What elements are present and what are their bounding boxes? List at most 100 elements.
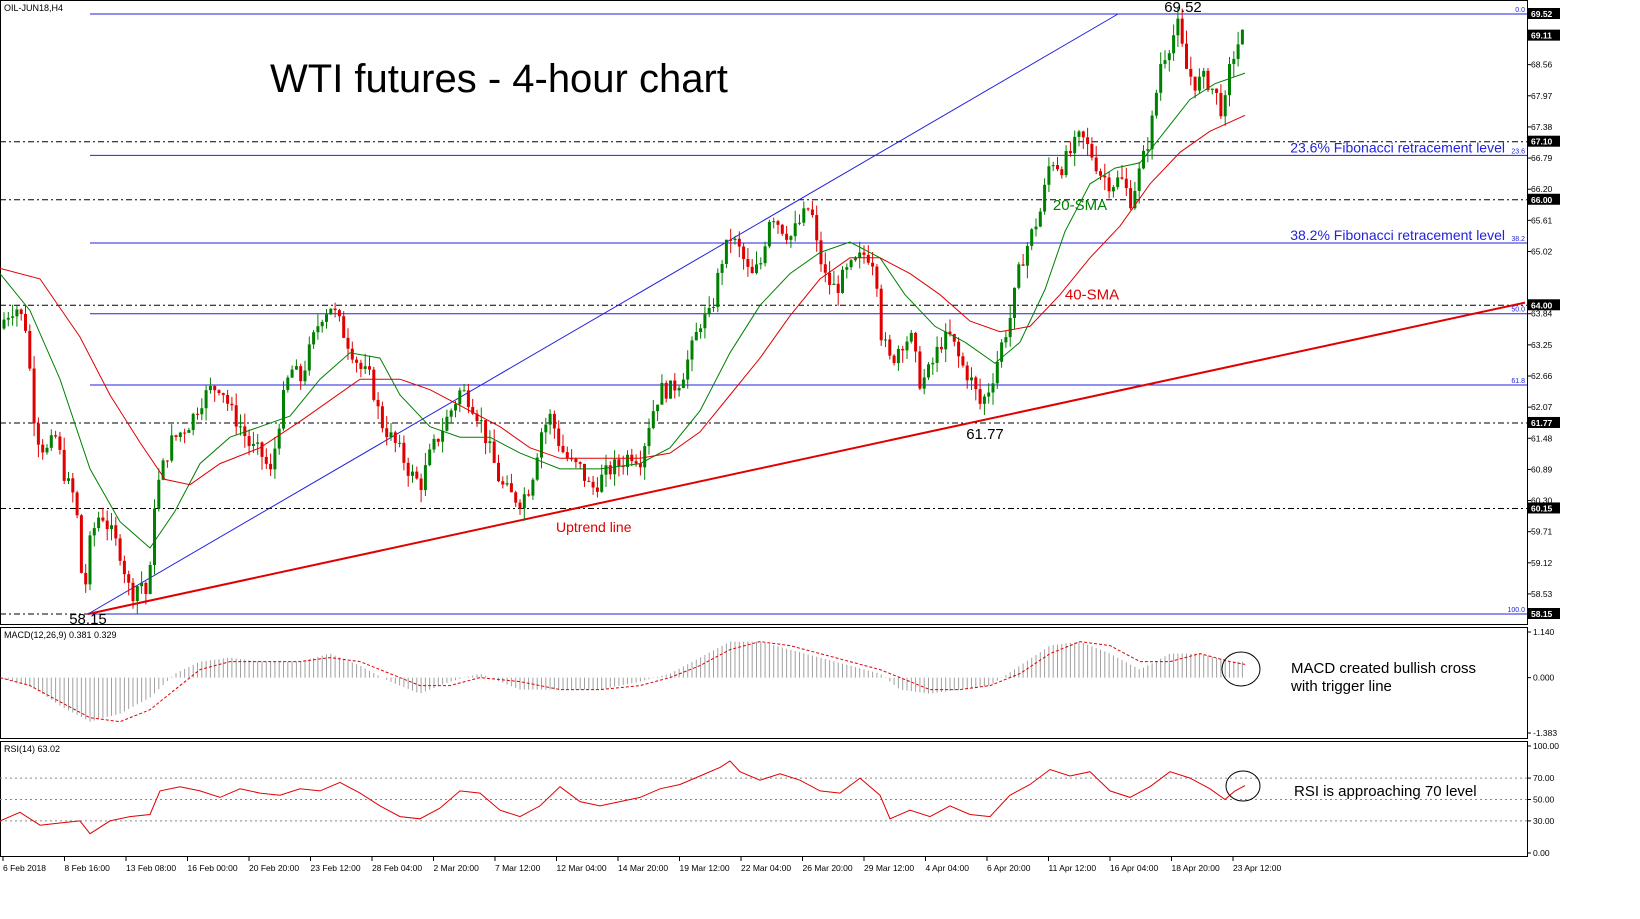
candle-body bbox=[514, 492, 518, 503]
candle-body bbox=[970, 377, 973, 381]
candle-body bbox=[681, 379, 685, 388]
candle-body bbox=[148, 564, 152, 594]
candle-body bbox=[733, 238, 737, 241]
candle-body bbox=[1193, 76, 1197, 91]
candle-body bbox=[866, 254, 870, 263]
candle-body bbox=[118, 538, 122, 561]
candle-body bbox=[92, 528, 96, 536]
candle-body bbox=[243, 426, 247, 437]
candle-body bbox=[716, 272, 720, 308]
fibonacci-level-label: 100.0 bbox=[1507, 607, 1525, 614]
candle-body bbox=[406, 462, 410, 476]
price-tick-label: 67.10 bbox=[1531, 137, 1553, 147]
candle-body bbox=[385, 428, 389, 438]
candle-body bbox=[316, 326, 320, 333]
candle-body bbox=[1159, 63, 1163, 93]
macd-note-line2: with trigger line bbox=[1290, 678, 1392, 695]
candles bbox=[2, 7, 1244, 615]
candle-body bbox=[1210, 88, 1214, 90]
rsi-tick-label: 50.00 bbox=[1533, 795, 1555, 805]
time-tick-label: 23 Feb 12:00 bbox=[311, 863, 361, 873]
candle-body bbox=[1133, 190, 1137, 209]
candle-body bbox=[638, 463, 642, 468]
time-tick-label: 16 Apr 04:00 bbox=[1110, 863, 1158, 873]
annotations: 69.52 61.77 58.15 20-SMA 40-SMA Uptrend line bbox=[69, 0, 1202, 628]
candle-body bbox=[1120, 177, 1124, 179]
candle-body bbox=[475, 413, 479, 422]
candle-body bbox=[1030, 229, 1034, 246]
candle-body bbox=[1060, 169, 1064, 176]
candle-body bbox=[634, 461, 638, 464]
candle-body bbox=[380, 406, 384, 429]
rsi-note: RSI is approaching 70 level bbox=[1294, 783, 1477, 800]
candle-body bbox=[428, 449, 432, 466]
time-tick-label: 11 Apr 12:00 bbox=[1049, 863, 1097, 873]
candle-body bbox=[471, 407, 475, 414]
candle-body bbox=[376, 399, 380, 407]
price-tick-label: 60.15 bbox=[1531, 503, 1553, 513]
candle-body bbox=[927, 364, 930, 378]
candle-body bbox=[703, 314, 707, 329]
candle-body bbox=[183, 432, 187, 434]
candle-body bbox=[269, 463, 273, 470]
candle-body bbox=[815, 215, 819, 241]
candle-body bbox=[62, 449, 66, 481]
candle-body bbox=[544, 424, 548, 433]
candle-body bbox=[196, 413, 199, 415]
price-tick-label: 60.89 bbox=[1531, 464, 1553, 474]
candle-body bbox=[286, 377, 290, 390]
candle-body bbox=[1167, 53, 1171, 61]
candle-body bbox=[621, 466, 625, 468]
price-tick-label: 62.07 bbox=[1531, 402, 1553, 412]
candle-body bbox=[15, 309, 19, 317]
macd-tick-label: 1.140 bbox=[1533, 627, 1555, 637]
rsi-line bbox=[0, 760, 1246, 835]
candle-body bbox=[591, 481, 595, 488]
candle-body bbox=[58, 436, 62, 450]
candle-body bbox=[1107, 177, 1111, 192]
candle-body bbox=[290, 369, 294, 378]
candle-body bbox=[342, 316, 346, 338]
candle-body bbox=[1202, 70, 1206, 77]
macd-highlight-circle bbox=[1221, 651, 1261, 687]
candle-body bbox=[110, 525, 113, 530]
time-tick-label: 26 Mar 20:00 bbox=[803, 863, 853, 873]
price-panel bbox=[0, 0, 1528, 625]
candle-body bbox=[449, 410, 453, 417]
price-tick-label: 62.66 bbox=[1531, 371, 1553, 381]
candle-body bbox=[54, 435, 58, 437]
candle-body bbox=[776, 221, 780, 225]
rsi-highlight-circle bbox=[1225, 770, 1261, 802]
fibonacci-level-label: 61.8 bbox=[1511, 378, 1525, 385]
candle-body bbox=[204, 390, 208, 409]
candle-body bbox=[961, 356, 965, 366]
candle-body bbox=[694, 331, 698, 341]
candle-body bbox=[346, 337, 350, 349]
candle-body bbox=[368, 366, 371, 370]
candle-body bbox=[157, 479, 161, 509]
candle-body bbox=[505, 483, 509, 485]
macd-tick-label: -1.383 bbox=[1533, 728, 1557, 738]
candle-body bbox=[1232, 58, 1236, 65]
candle-body bbox=[896, 348, 900, 364]
candle-body bbox=[11, 316, 15, 318]
axes: 69.52 69.11 68.56 67.97 67.38 67.10 66.79 66.20… bbox=[2, 8, 1560, 873]
fibonacci-level-label: 50.0 bbox=[1511, 307, 1525, 314]
trend-lines bbox=[87, 13, 1526, 615]
candle-body bbox=[965, 365, 969, 381]
time-tick-label: 18 Apr 20:00 bbox=[1172, 863, 1220, 873]
candle-body bbox=[153, 508, 156, 565]
candle-body bbox=[67, 478, 70, 481]
candle-body bbox=[282, 389, 285, 429]
candle-body bbox=[71, 478, 75, 493]
candle-body bbox=[729, 239, 733, 241]
candle-body bbox=[264, 456, 268, 464]
price-tick-label: 58.15 bbox=[1531, 609, 1553, 619]
candle-body bbox=[221, 393, 225, 395]
candle-body bbox=[1073, 136, 1077, 154]
candle-body bbox=[1056, 165, 1059, 170]
candle-body bbox=[845, 267, 849, 270]
candle-body bbox=[565, 452, 569, 459]
candle-body bbox=[785, 233, 789, 240]
candle-body bbox=[1077, 131, 1081, 137]
